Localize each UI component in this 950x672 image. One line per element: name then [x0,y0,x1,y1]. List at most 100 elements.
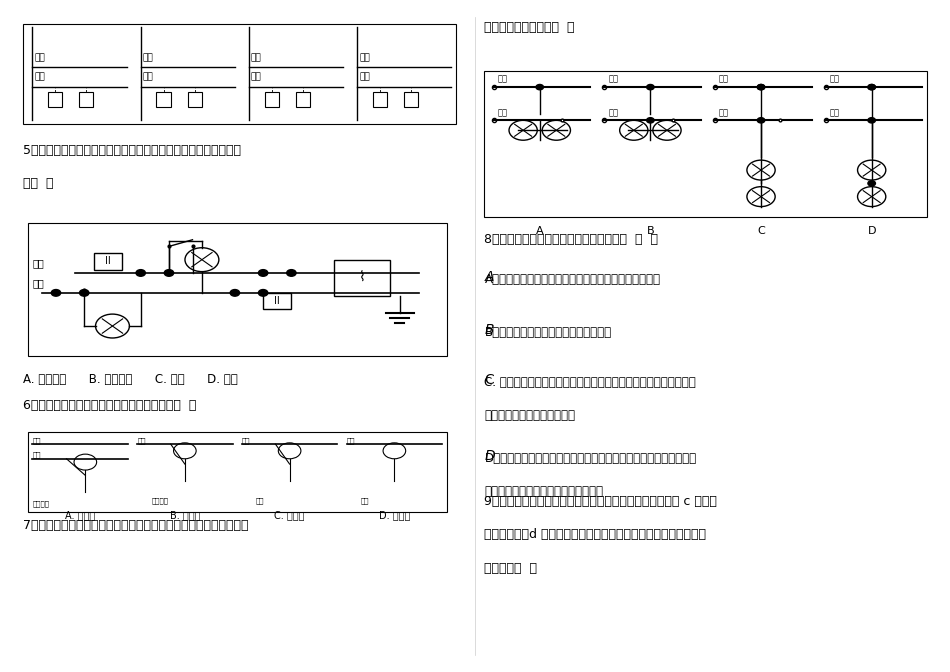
Circle shape [647,118,655,123]
Text: D: D [867,226,876,237]
Circle shape [542,120,570,140]
Bar [404,93,418,107]
Text: 零线: 零线 [142,73,153,82]
Circle shape [747,187,775,206]
Text: D: D [484,449,495,463]
Text: 零线: 零线 [359,73,370,82]
Circle shape [174,443,196,459]
Bar [263,293,292,309]
Bar [28,432,446,512]
Text: II: II [104,256,110,266]
Circle shape [258,269,268,276]
Bar [333,259,390,296]
Text: 零线: 零线 [32,452,41,458]
Circle shape [96,314,129,338]
Text: 映它们连接方式的是（  ）: 映它们连接方式的是（ ） [484,21,575,34]
Text: C. 假设家庭电路中担忧装保险丝，那么发生短路时，会由于通过用: C. 假设家庭电路中担忧装保险丝，那么发生短路时，会由于通过用 [484,376,696,389]
Circle shape [287,269,296,276]
Bar [187,93,201,107]
Text: 由于导线的电阻比电炉丝的电阻大很多: 由于导线的电阻比电炉丝的电阻大很多 [484,485,603,499]
Circle shape [51,290,61,296]
Circle shape [858,187,885,206]
Circle shape [164,269,174,276]
Text: C: C [484,372,494,386]
Text: 大地: 大地 [361,497,370,503]
Bar [28,223,446,356]
Text: 零线: 零线 [498,108,507,117]
Circle shape [868,85,876,90]
Text: 零线: 零线 [719,108,729,117]
Text: 火线: 火线 [242,437,251,444]
Circle shape [136,269,145,276]
Text: A: A [536,226,543,237]
Text: 9．如图是某家庭电路，闭合开关，灯不亮。用试电笔接触 c 点氖管: 9．如图是某家庭电路，闭合开关，灯不亮。用试电笔接触 c 点氖管 [484,495,717,508]
Bar [265,93,279,107]
Circle shape [536,85,543,90]
Circle shape [868,118,876,123]
Text: 火线: 火线 [137,437,145,444]
Text: 火线: 火线 [498,75,507,84]
Circle shape [868,85,876,90]
Text: 火线: 火线 [34,53,45,62]
Circle shape [747,160,775,180]
Text: A．在家庭电路中，同时工作的用电器越多，总电阻越大: A．在家庭电路中，同时工作的用电器越多，总电阻越大 [484,273,660,286]
Text: 火线: 火线 [359,53,370,62]
Text: 火线: 火线 [32,258,44,268]
Circle shape [757,118,765,123]
Text: II: II [275,296,280,306]
Circle shape [509,120,538,140]
Circle shape [185,248,218,271]
Text: 不发光，接触d 点氖管发光。该电路有两处故障，则以下推断正确: 不发光，接触d 点氖管发光。该电路有两处故障，则以下推断正确 [484,528,707,542]
Circle shape [258,290,268,296]
Text: 火线: 火线 [829,75,840,84]
Text: 6．如下图的几种状况中可能会发生触电事故（  ）: 6．如下图的几种状况中可能会发生触电事故（ ） [23,399,197,412]
Circle shape [647,85,655,90]
Circle shape [757,85,765,90]
Circle shape [653,120,681,140]
Text: 大地: 大地 [256,497,264,503]
Text: 5．如下图，是家庭电路的局部电路连接示意图，其中接线错误的: 5．如下图，是家庭电路的局部电路连接示意图，其中接线错误的 [23,144,241,157]
Text: 零线: 零线 [32,278,44,288]
Text: 7．教室前方的两盏日光灯，由一个开关掌握，如下各图中能正确反: 7．教室前方的两盏日光灯，由一个开关掌握，如下各图中能正确反 [23,519,249,532]
Text: B: B [484,323,494,337]
Text: C. 乙和丙: C. 乙和丙 [275,511,305,521]
Circle shape [230,290,239,296]
Circle shape [757,85,765,90]
Circle shape [80,290,89,296]
Text: 火线: 火线 [142,53,153,62]
Text: 零线: 零线 [608,108,618,117]
Bar [94,253,122,269]
Text: A. 三孔插座      B. 两孔插座      C. 开关      D. 电灯: A. 三孔插座 B. 两孔插座 C. 开关 D. 电灯 [23,372,238,386]
Text: 干燥椅子: 干燥椅子 [32,500,49,507]
Text: B．空气开关是利用电流的磁效应工作的: B．空气开关是利用电流的磁效应工作的 [484,326,612,339]
Text: 火线: 火线 [719,75,729,84]
Text: D．电炉工作时，电炉丝热得发红，而连接电炉丝的导线并不太热是: D．电炉工作时，电炉丝热得发红，而连接电炉丝的导线并不太热是 [484,452,696,465]
Text: A: A [484,269,494,284]
Text: ⌇: ⌇ [359,269,366,284]
Text: 8．关于家庭电路，以下说法正确的选项是  （  ）: 8．关于家庭电路，以下说法正确的选项是 （ ） [484,233,658,246]
Text: B. 甲和丙: B. 甲和丙 [170,511,200,521]
Circle shape [858,160,885,180]
Bar [157,93,171,107]
Bar [373,93,388,107]
Text: 是（  ）: 是（ ） [23,177,53,190]
Text: 干燥椅子: 干燥椅子 [151,497,168,503]
Text: B: B [647,226,655,237]
Text: 零线: 零线 [829,108,840,117]
Text: 的选项是（  ）: 的选项是（ ） [484,562,538,575]
Bar [23,24,456,124]
Text: 零线: 零线 [34,73,45,82]
Text: 零线: 零线 [347,437,355,444]
Circle shape [74,454,97,470]
Text: 电器的电流过大而烧毁用电器: 电器的电流过大而烧毁用电器 [484,409,576,422]
Circle shape [383,443,406,459]
Text: 火线: 火线 [608,75,618,84]
Circle shape [278,443,301,459]
Text: 火线: 火线 [251,53,261,62]
Text: 零线: 零线 [251,73,261,82]
Bar [79,93,93,107]
Circle shape [619,120,648,140]
Bar [295,93,310,107]
Text: C: C [757,226,765,237]
Circle shape [868,181,876,186]
